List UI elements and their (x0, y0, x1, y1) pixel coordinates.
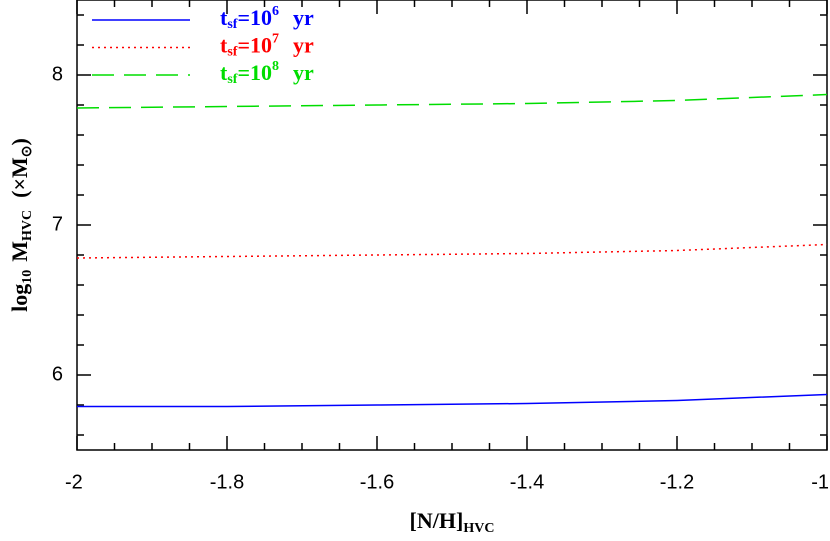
legend-part: sf (227, 17, 237, 32)
legend-part: t (220, 33, 228, 58)
y-axis-label: log10MHVC(×M⊙) (7, 138, 35, 312)
legend-part: 8 (272, 59, 279, 74)
x-tick-label: -1 (811, 471, 829, 493)
y-tick-label: 8 (52, 63, 63, 85)
x-tick-label: -1.4 (510, 471, 544, 493)
series-line (76, 93, 828, 109)
legend-part: t (220, 5, 228, 30)
x-tick-label: -1.2 (660, 471, 694, 493)
legend-part: yr (293, 5, 314, 30)
legend-part: 6 (272, 4, 279, 19)
legend-part: =10 (237, 5, 272, 30)
legend-part: =10 (237, 33, 272, 58)
series-line (76, 243, 828, 259)
y-tick-label: 6 (52, 363, 63, 385)
legend-part: sf (227, 45, 237, 60)
legend-part: sf (227, 72, 237, 87)
legend-part: yr (293, 60, 314, 85)
legend-label: tsf=106 yr (220, 4, 314, 32)
x-tick-label: -1.6 (360, 471, 394, 493)
plot-frame (76, 0, 828, 451)
y-tick-label: 7 (52, 213, 63, 235)
x-axis-label: [N/H]HVC (410, 508, 495, 536)
legend-part: yr (293, 33, 314, 58)
legend-part: t (220, 60, 228, 85)
legend-part: 7 (272, 32, 279, 47)
x-tick-label: -1.8 (210, 471, 244, 493)
legend-part: =10 (237, 60, 272, 85)
legend-label: tsf=108 yr (220, 59, 314, 87)
x-tick-label: -2 (65, 471, 83, 493)
legend-label: tsf=107 yr (220, 32, 314, 60)
series-line (77, 393, 828, 408)
